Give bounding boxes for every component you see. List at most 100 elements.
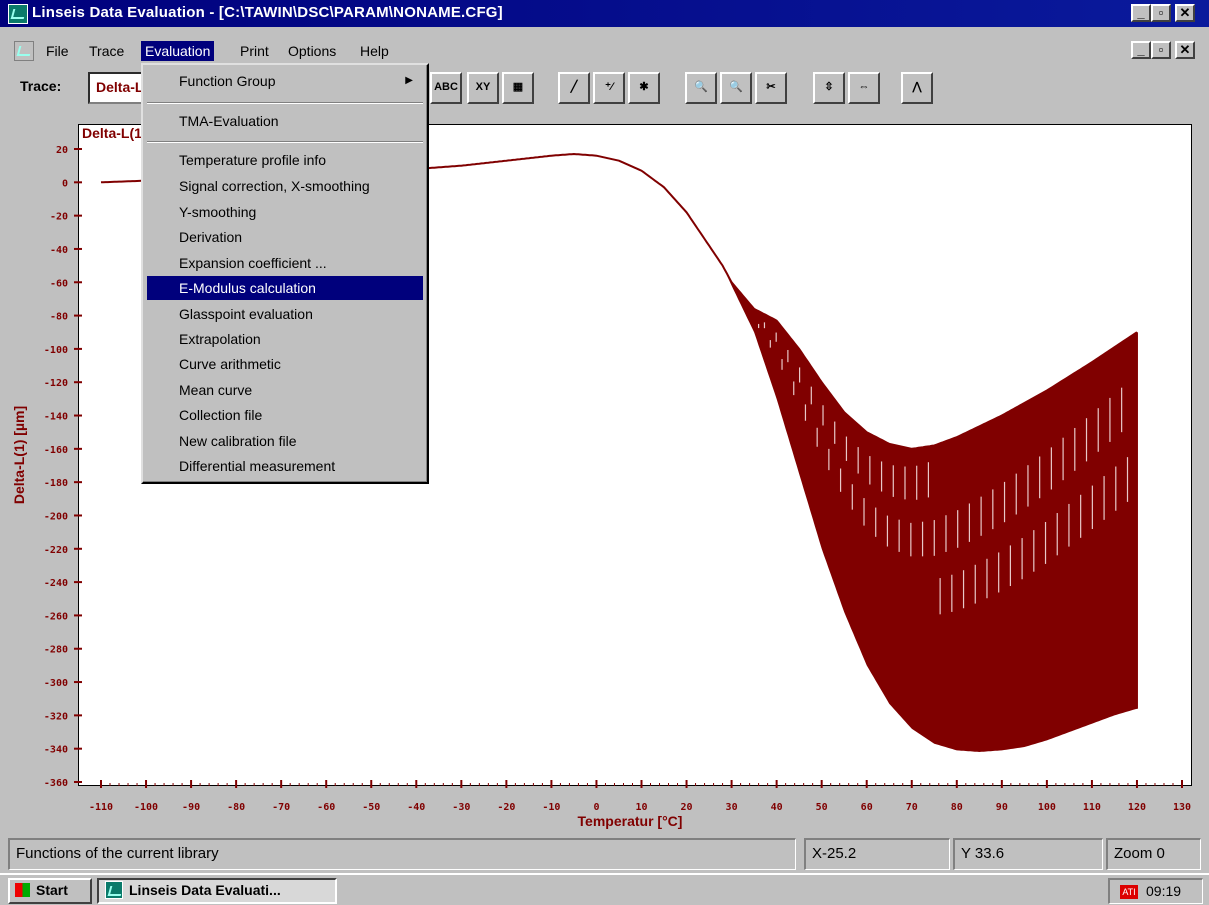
menu-trace[interactable]: Trace <box>89 43 125 59</box>
menu-item-curve-arithmetic[interactable]: Curve arithmetic <box>179 356 281 372</box>
zoom-icon[interactable]: 🔍 <box>685 72 717 104</box>
menu-item-e-modulus[interactable]: E-Modulus calculation <box>147 276 423 300</box>
menu-print[interactable]: Print <box>240 43 269 59</box>
document-icon[interactable] <box>14 41 34 61</box>
doc-close-button[interactable]: ✕ <box>1175 41 1195 59</box>
x-tick-label: 80 <box>951 802 963 813</box>
doc-restore-button[interactable]: ▫ <box>1151 41 1171 59</box>
y-tick-label: -280 <box>44 645 68 656</box>
menu-item-label: Function Group <box>179 73 276 89</box>
zoom-minus-icon[interactable]: 🔍 <box>720 72 752 104</box>
status-zoom: Zoom 0 <box>1106 838 1201 870</box>
trace-select[interactable]: Delta-L(1) <box>88 72 148 104</box>
menu-item-glasspoint[interactable]: Glasspoint evaluation <box>179 306 313 322</box>
y-tick-label: -240 <box>44 578 68 589</box>
x-tick-label: 20 <box>681 802 693 813</box>
menu-bar: File Trace Evaluation Print Options Help… <box>0 38 1209 63</box>
x-tick-label: 130 <box>1173 802 1191 813</box>
menu-item-function-group[interactable]: Function Group ▶ <box>147 69 423 93</box>
menu-item-derivation[interactable]: Derivation <box>179 229 243 245</box>
y-tick-label: -60 <box>50 278 68 289</box>
x-tick-label: 10 <box>635 802 647 813</box>
app-icon <box>105 881 123 899</box>
x-tick-label: -50 <box>362 802 380 813</box>
taskbar: Start Linseis Data Evaluati... ATI 09:19 <box>0 873 1209 905</box>
abc-icon[interactable]: ABC <box>430 72 462 104</box>
doc-minimize-button[interactable]: _ <box>1131 41 1151 59</box>
scissors-icon[interactable]: ✂ <box>755 72 787 104</box>
y-tick-label: -300 <box>44 678 68 689</box>
x-tick-label: 70 <box>906 802 918 813</box>
chart-svg: 200-20-40-60-80-100-120-140-160-180-200-… <box>11 125 1191 829</box>
peak-icon[interactable]: ⋀ <box>901 72 933 104</box>
y-tick-label: -160 <box>44 445 68 456</box>
x-tick-label: -100 <box>134 802 158 813</box>
x-tick-label: -90 <box>182 802 200 813</box>
tangent-icon[interactable]: ⁺⁄ <box>593 72 625 104</box>
scale-icon[interactable]: ⇳ <box>813 72 845 104</box>
y-tick-label: -140 <box>44 412 68 423</box>
app-icon[interactable] <box>8 4 28 24</box>
y-tick-label: -40 <box>50 245 68 256</box>
chart-title: Delta-L(1) <box>82 125 147 141</box>
taskbar-task-linseis[interactable]: Linseis Data Evaluati... <box>97 878 337 904</box>
y-tick-label: -320 <box>44 711 68 722</box>
x-tick-label: 120 <box>1128 802 1146 813</box>
status-y-coordinate: Y 33.6 <box>953 838 1103 870</box>
clock: 09:19 <box>1146 883 1182 899</box>
y-tick-label: -200 <box>44 511 68 522</box>
menu-item-mean-curve[interactable]: Mean curve <box>179 382 253 398</box>
window-title: Linseis Data Evaluation - [C:\TAWIN\DSC\… <box>32 4 503 21</box>
minimize-button[interactable]: _ <box>1131 4 1151 22</box>
y-tick-label: -100 <box>44 345 68 356</box>
y-tick-label: -360 <box>44 778 68 789</box>
task-label: Linseis Data Evaluati... <box>129 882 281 898</box>
xy-icon[interactable]: XY <box>467 72 499 104</box>
x-tick-label: 60 <box>861 802 873 813</box>
x-tick-label: 0 <box>593 802 599 813</box>
menu-item-temperature-profile[interactable]: Temperature profile info <box>179 152 327 168</box>
menu-item-tma-evaluation[interactable]: TMA-Evaluation <box>179 113 279 129</box>
y-tick-label: -220 <box>44 545 68 556</box>
cross-icon[interactable]: ✱ <box>628 72 660 104</box>
menu-item-collection-file[interactable]: Collection file <box>179 407 263 423</box>
menu-item-signal-correction[interactable]: Signal correction, X-smoothing <box>179 178 370 194</box>
menu-file[interactable]: File <box>46 43 69 59</box>
y-tick-label: -340 <box>44 745 68 756</box>
status-x-coordinate: X-25.2 <box>804 838 950 870</box>
menu-help[interactable]: Help <box>360 43 389 59</box>
y-tick-label: 20 <box>56 145 68 156</box>
start-label: Start <box>36 882 68 898</box>
x-tick-label: -40 <box>407 802 425 813</box>
y-tick-label: -180 <box>44 478 68 489</box>
y-tick-label: -80 <box>50 312 68 323</box>
x-tick-label: 110 <box>1083 802 1101 813</box>
start-button[interactable]: Start <box>8 878 92 904</box>
x-tick-label: 30 <box>726 802 738 813</box>
x-tick-label: -10 <box>542 802 560 813</box>
menu-separator <box>147 141 423 143</box>
submenu-arrow-icon: ▶ <box>405 75 413 86</box>
ati-icon[interactable]: ATI <box>1120 885 1138 900</box>
x-tick-label: 40 <box>771 802 783 813</box>
trace-label: Trace: <box>20 78 62 94</box>
windows-logo-icon <box>15 883 30 897</box>
hscale-icon[interactable]: ⇔ <box>848 72 880 104</box>
title-bar: Linseis Data Evaluation - [C:\TAWIN\DSC\… <box>0 0 1209 27</box>
y-tick-label: -20 <box>50 212 68 223</box>
menu-item-new-calibration[interactable]: New calibration file <box>179 433 297 449</box>
x-tick-label: -70 <box>272 802 290 813</box>
menu-item-y-smoothing[interactable]: Y-smoothing <box>179 204 257 220</box>
oscillation-band <box>722 265 1137 752</box>
menu-item-differential[interactable]: Differential measurement <box>179 458 336 474</box>
menu-item-extrapolation[interactable]: Extrapolation <box>179 331 261 347</box>
x-tick-label: -30 <box>452 802 470 813</box>
menu-evaluation[interactable]: Evaluation <box>141 41 215 61</box>
menu-item-expansion-coefficient[interactable]: Expansion coefficient ... <box>179 255 327 271</box>
grid-icon[interactable]: ▦ <box>502 72 534 104</box>
x-tick-label: 50 <box>816 802 828 813</box>
line-icon[interactable]: ╱ <box>558 72 590 104</box>
maximize-button[interactable]: ▫ <box>1151 4 1171 22</box>
close-button[interactable]: ✕ <box>1175 4 1195 22</box>
menu-options[interactable]: Options <box>288 43 337 59</box>
